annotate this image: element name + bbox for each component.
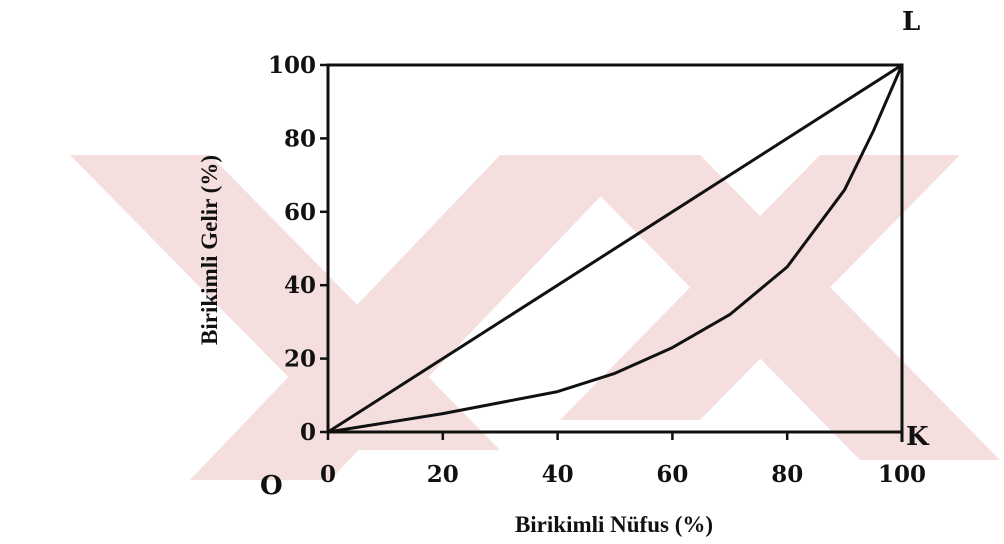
x-tick-label: 0 <box>320 461 336 488</box>
lorenz-curve <box>326 63 904 434</box>
axes: 00 20 20 40 40 60 60 80 80 100 100 <box>268 52 926 488</box>
x-tick-label: 40 <box>542 461 574 488</box>
x-tick-label: 20 <box>427 461 459 488</box>
x-tick-label: 80 <box>771 461 803 488</box>
origin-label: O <box>260 471 283 501</box>
y-axis-label: Birikimli Gelir (%) <box>197 155 222 345</box>
watermark-stroke-2 <box>190 155 640 480</box>
x-tick-label: 60 <box>656 461 688 488</box>
y-tick-label: 60 <box>284 199 316 226</box>
point-l-label: L <box>902 7 920 37</box>
y-tick-label: 20 <box>284 346 316 373</box>
equality-line <box>326 63 904 434</box>
y-tick-label: 40 <box>284 272 316 299</box>
plot-series <box>326 63 904 434</box>
chart-labels: Birikimli Nüfus (%) Birikimli Gelir (%) … <box>197 7 930 537</box>
x-tick-label: 100 <box>878 461 926 488</box>
y-tick-label: 100 <box>268 52 316 79</box>
x-axis-label: Birikimli Nüfus (%) <box>515 512 713 537</box>
y-tick-label: 80 <box>284 125 316 152</box>
y-tick-label: 0 <box>300 419 316 446</box>
point-k-label: K <box>906 422 930 452</box>
